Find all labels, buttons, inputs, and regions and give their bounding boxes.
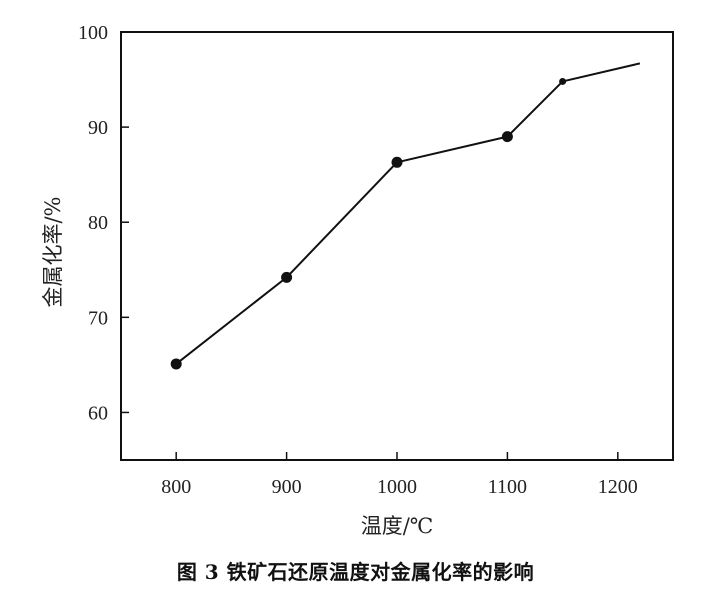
data-point [170,358,182,370]
x-tick-label: 900 [272,476,302,498]
x-axis-ticks: 800 900 1000 1100 1200 [161,452,638,498]
series-path [175,62,641,365]
x-tick-label: 800 [161,476,191,498]
data-point [501,131,513,143]
y-tick-label: 70 [88,307,108,329]
y-tick-label: 80 [88,212,108,234]
y-axis-title: 金属化率/% [41,196,65,307]
x-tick-label: 1100 [488,476,527,498]
plot-frame [120,31,674,461]
data-point [281,271,293,283]
x-tick-label: 1200 [598,476,638,498]
y-axis-ticks: 60 70 80 90 100 [78,22,129,424]
y-tick-label: 100 [78,22,108,44]
data-point [391,156,403,168]
x-tick-label: 1000 [377,476,417,498]
series-line [170,62,641,370]
y-tick-label: 60 [88,402,108,424]
y-tick-label: 90 [88,117,108,139]
x-axis-title: 温度/℃ [361,514,434,538]
figure-caption: 图 3 铁矿石还原温度对金属化率的影响 [176,560,535,584]
data-point [559,77,567,85]
chart: 800 900 1000 1100 1200 60 70 80 90 100 温度/℃ 金属化率… [41,22,674,538]
